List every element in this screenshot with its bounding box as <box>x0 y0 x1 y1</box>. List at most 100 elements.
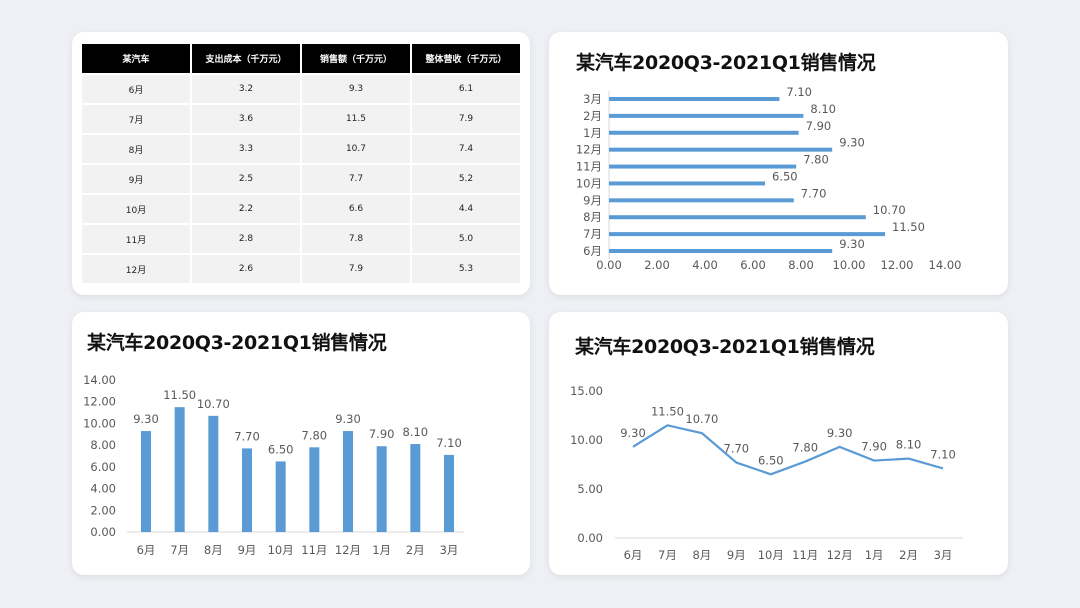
table-header-cell: 销售额（千万元） <box>300 44 412 74</box>
table-cell: 11.5 <box>300 103 412 134</box>
vertical-bar-chart-card: 某汽车2020Q3-2021Q1销售情况 0.00 2.00 4.00 6.00 8.0… <box>72 312 530 575</box>
chart-title: 某汽车2020Q3-2021Q1销售情况 <box>87 332 387 354</box>
category-tick-label: 7月 <box>170 543 189 557</box>
table-cell: 7月 <box>82 103 192 134</box>
table-cell: 7.8 <box>300 223 412 254</box>
category-tick-label: 7月 <box>583 227 602 241</box>
data-label: 10.70 <box>197 397 230 411</box>
category-tick-label: 12月 <box>576 143 602 157</box>
x-tick-label: 12.00 <box>881 258 914 272</box>
category-tick-label: 7月 <box>658 548 677 562</box>
bar <box>444 454 454 532</box>
chart-title: 某汽车2020Q3-2021Q1销售情况 <box>576 52 876 74</box>
table-cell: 7.9 <box>410 103 520 134</box>
category-tick-label: 12月 <box>335 543 361 557</box>
y-tick-label: 0.00 <box>90 525 116 539</box>
sales-table: 某汽车 支出成本（千万元） 销售额（千万元） 整体营收（千万元） 6月 3.2 9.… <box>82 44 520 283</box>
table-row: 11月 2.8 7.8 5.0 <box>82 223 520 254</box>
horizontal-bar-chart: 9.30 6月 11.50 7月 10.70 8月 7.70 9月 6.50 10月 7.80 11月… <box>576 85 962 272</box>
line-chart-card: 某汽车2020Q3-2021Q1销售情况 0.00 5.00 10.00 15.00 9… <box>549 312 1008 575</box>
category-tick-label: 9月 <box>727 548 746 562</box>
table-cell: 6.6 <box>300 193 412 224</box>
category-tick-label: 10月 <box>758 548 784 562</box>
bar <box>343 431 353 532</box>
table-cell: 8月 <box>82 133 192 164</box>
table-row: 6月 3.2 9.3 6.1 <box>82 73 520 104</box>
bar <box>609 130 799 135</box>
bar <box>275 461 286 532</box>
y-tick-label: 10.00 <box>570 433 603 447</box>
table-cell: 10.7 <box>300 133 412 164</box>
data-label: 7.10 <box>436 436 462 450</box>
bar <box>609 181 765 186</box>
table-cell: 5.3 <box>410 253 520 283</box>
table-cell: 3.6 <box>191 103 302 134</box>
data-label: 8.10 <box>810 102 836 116</box>
table-row: 12月 2.6 7.9 5.3 <box>82 253 520 283</box>
category-tick-label: 12月 <box>827 548 853 562</box>
category-tick-label: 6月 <box>624 548 643 562</box>
table-header-row: 某汽车 支出成本（千万元） 销售额（千万元） 整体营收（千万元） <box>82 44 520 74</box>
category-tick-label: 6月 <box>583 244 602 258</box>
data-label: 7.70 <box>234 429 260 443</box>
category-tick-label: 11月 <box>792 548 818 562</box>
bar <box>609 215 866 220</box>
y-tick-label: 6.00 <box>90 460 116 474</box>
x-tick-label: 2.00 <box>644 258 670 272</box>
bar <box>141 431 151 532</box>
bar <box>609 97 780 101</box>
table-header-cell: 支出成本（千万元） <box>191 44 302 74</box>
data-label: 7.10 <box>786 85 812 99</box>
category-tick-label: 2月 <box>406 543 425 557</box>
category-tick-label: 3月 <box>934 548 953 562</box>
data-label: 8.10 <box>403 425 429 439</box>
data-label: 9.30 <box>335 412 361 426</box>
table-row: 8月 3.3 10.7 7.4 <box>82 133 520 164</box>
table-cell: 9月 <box>82 163 192 194</box>
x-tick-label: 10.00 <box>833 258 866 272</box>
y-tick-label: 5.00 <box>577 482 603 496</box>
category-tick-label: 10月 <box>576 176 602 190</box>
table-cell: 12月 <box>82 253 192 283</box>
table-row: 9月 2.5 7.7 5.2 <box>82 163 520 194</box>
series-line <box>632 424 944 476</box>
table-header-cell: 整体营收（千万元） <box>410 44 520 74</box>
data-label: 10.70 <box>873 203 906 217</box>
line-chart: 0.00 5.00 10.00 15.00 9.30 6月 11.50 7月 10.70 8月 7.… <box>570 384 963 562</box>
category-tick-label: 3月 <box>583 92 602 106</box>
table-row: 7月 3.6 11.5 7.9 <box>82 103 520 134</box>
data-label: 9.30 <box>620 426 646 440</box>
table-cell: 2.6 <box>191 253 302 283</box>
data-label: 11.50 <box>163 388 196 402</box>
category-tick-label: 11月 <box>576 160 602 174</box>
bar <box>609 147 833 152</box>
data-label: 7.80 <box>302 428 328 442</box>
table-cell: 2.8 <box>191 223 302 254</box>
x-tick-label: 0.00 <box>596 258 622 272</box>
category-tick-label: 1月 <box>865 548 884 562</box>
table-cell: 7.4 <box>410 133 520 164</box>
y-tick-label: 2.00 <box>90 503 116 517</box>
table-cell: 5.0 <box>410 223 520 254</box>
category-tick-label: 2月 <box>583 109 602 123</box>
y-tick-label: 4.00 <box>90 482 116 496</box>
data-label: 7.70 <box>801 186 827 200</box>
y-tick-label: 12.00 <box>83 395 116 409</box>
data-label: 6.50 <box>268 442 294 456</box>
data-label: 7.80 <box>792 441 818 455</box>
table-cell: 6.1 <box>410 73 520 104</box>
bar <box>376 446 387 532</box>
data-label: 11.50 <box>651 404 684 418</box>
data-label: 9.30 <box>839 237 865 251</box>
table-cell: 2.5 <box>191 163 302 194</box>
y-tick-label: 8.00 <box>90 438 116 452</box>
bar <box>609 232 885 237</box>
y-tick-label: 15.00 <box>570 384 603 398</box>
data-label: 11.50 <box>892 220 925 234</box>
bar <box>309 447 320 532</box>
table-cell: 4.4 <box>410 193 520 224</box>
bar <box>609 113 804 118</box>
data-label: 7.90 <box>369 427 395 441</box>
table-cell: 7.9 <box>300 253 412 283</box>
sales-table-card: 某汽车 支出成本（千万元） 销售额（千万元） 整体营收（千万元） 6月 3.2 9.… <box>72 32 530 295</box>
